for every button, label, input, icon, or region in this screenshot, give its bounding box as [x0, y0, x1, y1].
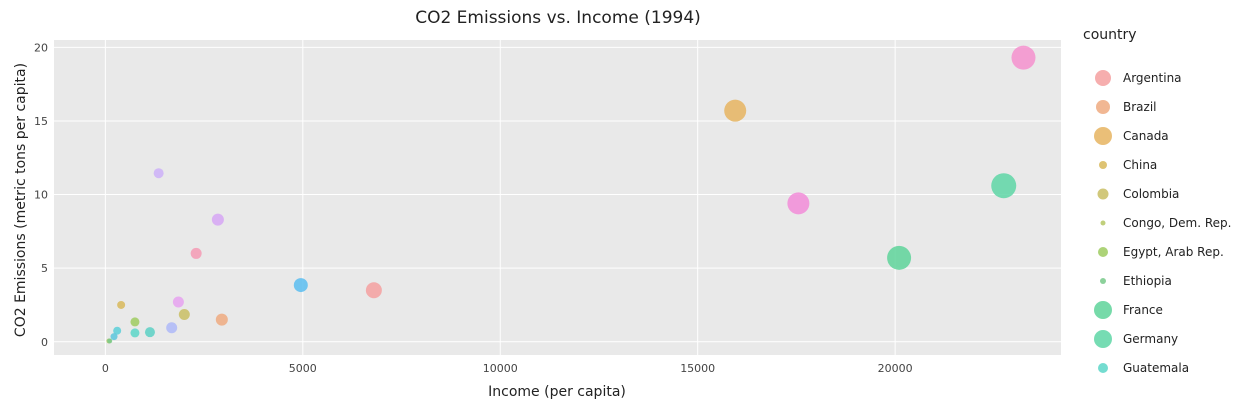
data-point[interactable]	[113, 326, 122, 335]
data-point[interactable]	[724, 99, 747, 122]
legend-marker	[1098, 247, 1108, 257]
legend[interactable]: Argentina Brazil Canada China Colombia Congo,…	[1094, 70, 1231, 375]
legend-marker	[1095, 70, 1111, 86]
legend-marker	[1100, 220, 1106, 226]
grid	[54, 40, 1061, 355]
data-point[interactable]	[107, 338, 113, 344]
y-tick-label: 5	[41, 262, 48, 275]
legend-label: Canada	[1123, 129, 1169, 143]
legend-item[interactable]: France	[1094, 301, 1163, 319]
legend-item[interactable]: Ethiopia	[1100, 274, 1172, 288]
data-point[interactable]	[172, 296, 184, 308]
legend-item[interactable]: Congo, Dem. Rep.	[1100, 216, 1232, 230]
legend-label: Germany	[1123, 332, 1178, 346]
x-tick-label: 20000	[878, 362, 913, 375]
y-axis-label: CO2 Emissions (metric tons per capita)	[13, 63, 29, 337]
data-point[interactable]	[117, 300, 126, 309]
data-point[interactable]	[211, 213, 224, 226]
x-tick-label: 0	[102, 362, 109, 375]
legend-marker	[1100, 278, 1106, 284]
legend-label: Ethiopia	[1123, 274, 1172, 288]
data-point[interactable]	[991, 173, 1017, 199]
legend-item[interactable]: Germany	[1094, 330, 1178, 348]
legend-item[interactable]: Egypt, Arab Rep.	[1098, 245, 1224, 259]
axis-ticks: 0 5000 10000 15000 20000 0 5 10 15 20	[34, 41, 913, 375]
legend-label: Argentina	[1123, 71, 1182, 85]
legend-item[interactable]: Colombia	[1097, 187, 1180, 201]
legend-item[interactable]: Brazil	[1096, 100, 1157, 114]
data-point[interactable]	[293, 278, 308, 293]
data-point[interactable]	[190, 247, 202, 259]
legend-item[interactable]: Canada	[1094, 127, 1169, 145]
data-point[interactable]	[215, 313, 228, 326]
data-point[interactable]	[110, 333, 118, 341]
data-point[interactable]	[787, 192, 810, 215]
y-tick-label: 10	[34, 189, 48, 202]
legend-marker	[1096, 100, 1110, 114]
legend-item[interactable]: Argentina	[1095, 70, 1182, 86]
legend-marker	[1094, 127, 1112, 145]
x-tick-label: 5000	[289, 362, 317, 375]
legend-item[interactable]: China	[1099, 158, 1157, 172]
legend-marker	[1098, 363, 1108, 373]
x-tick-label: 10000	[483, 362, 518, 375]
data-point[interactable]	[887, 245, 912, 270]
legend-label: Guatemala	[1123, 361, 1189, 375]
data-point[interactable]	[166, 322, 178, 334]
legend-label: Colombia	[1123, 187, 1179, 201]
y-tick-label: 15	[34, 115, 48, 128]
legend-marker	[1099, 161, 1107, 169]
legend-label: Congo, Dem. Rep.	[1123, 216, 1231, 230]
data-point[interactable]	[130, 328, 140, 338]
legend-title: country	[1083, 27, 1137, 43]
data-point[interactable]	[153, 168, 164, 179]
data-point[interactable]	[365, 282, 382, 299]
x-axis-label: Income (per capita)	[488, 384, 626, 400]
data-points	[106, 45, 1036, 344]
data-point[interactable]	[178, 309, 190, 321]
data-point[interactable]	[144, 327, 155, 338]
y-tick-label: 20	[34, 41, 48, 54]
legend-label: Egypt, Arab Rep.	[1123, 245, 1224, 259]
legend-marker	[1097, 188, 1109, 200]
legend-label: China	[1123, 158, 1157, 172]
plot-area	[54, 40, 1061, 355]
legend-marker	[1094, 301, 1112, 319]
data-point[interactable]	[1011, 45, 1036, 70]
x-tick-label: 15000	[680, 362, 715, 375]
legend-label: France	[1123, 303, 1163, 317]
legend-item[interactable]: Guatemala	[1098, 361, 1189, 375]
legend-label: Brazil	[1123, 100, 1157, 114]
y-tick-label: 0	[41, 336, 48, 349]
chart-title: CO2 Emissions vs. Income (1994)	[415, 8, 701, 28]
legend-marker	[1094, 330, 1112, 348]
data-point[interactable]	[130, 317, 140, 327]
